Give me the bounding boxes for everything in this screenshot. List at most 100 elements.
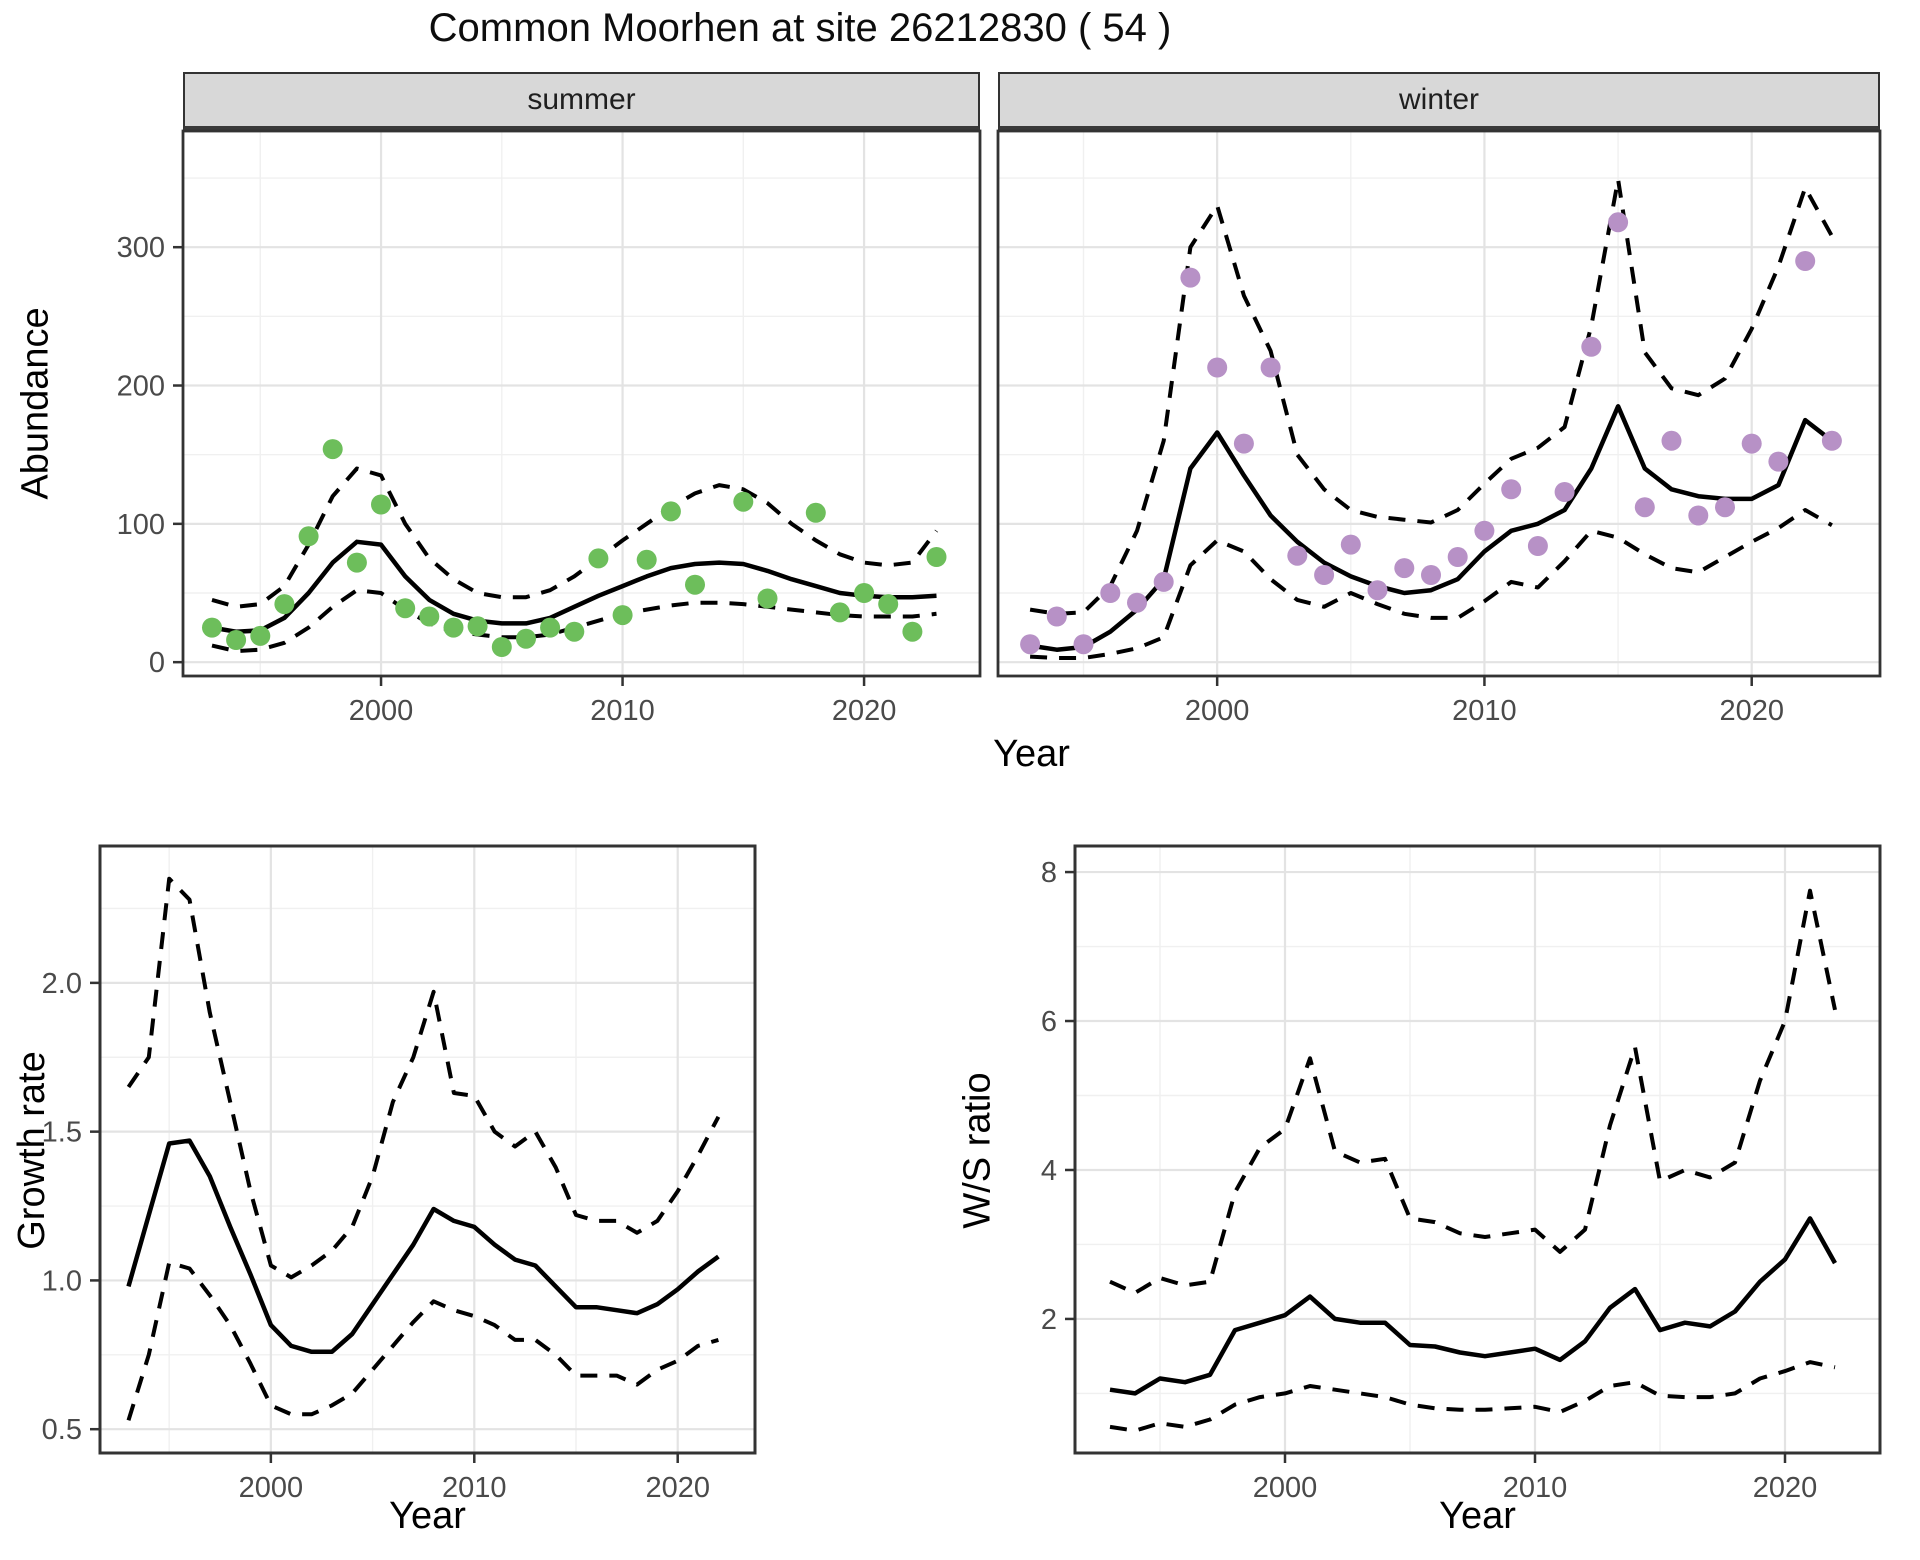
data-point [1527, 536, 1548, 556]
lower-ci-line [1109, 1360, 1836, 1433]
data-point [1153, 571, 1174, 592]
data-point [1287, 545, 1308, 566]
x-tick-label: 2020 [832, 695, 897, 727]
data-point [1474, 520, 1495, 541]
x-axis-title-year-top: Year [993, 733, 1070, 775]
upper-ci-line [1109, 888, 1837, 1295]
data-point [878, 594, 899, 615]
data-point [1608, 212, 1629, 233]
data-point [467, 616, 488, 637]
series-lines [1109, 888, 1837, 1433]
y-tick-label: 2.0 [42, 968, 82, 1000]
panel-growth-rate: 2000 2010 2020 0.5 1.0 1.5 2.0 [42, 844, 757, 1504]
axis-tick-labels: 2000 2010 2020 [1185, 695, 1784, 727]
gridlines-major [100, 846, 755, 1453]
axis-tick-labels: 2000 2010 2020 2 4 6 8 [1041, 857, 1817, 1504]
axis-tick-labels: 2000 2010 2020 0.5 1.0 1.5 2.0 [42, 968, 710, 1504]
data-point [829, 602, 850, 623]
y-tick-label: 0.5 [42, 1414, 82, 1446]
data-point [612, 605, 633, 626]
data-point [491, 637, 512, 657]
data-point [733, 491, 754, 512]
data-point [1073, 634, 1094, 655]
data-points [1020, 212, 1842, 655]
data-point [395, 598, 416, 619]
data-point [1421, 565, 1441, 585]
x-tick-label: 2000 [1185, 695, 1250, 727]
data-point [298, 526, 319, 547]
x-tick-label: 2020 [1753, 1472, 1818, 1504]
data-point [1340, 534, 1361, 555]
data-point [1768, 451, 1789, 472]
data-points [202, 439, 947, 657]
data-point [636, 549, 657, 570]
data-point [757, 588, 778, 609]
data-point [1501, 479, 1522, 500]
y-tick-label: 4 [1041, 1155, 1057, 1187]
y-tick-label: 2 [1041, 1304, 1057, 1336]
data-point [443, 617, 464, 638]
facet-strip-winter: winter [998, 72, 1880, 131]
fit-line [211, 539, 937, 634]
plot-title: Common Moorhen at site 26212830 ( 54 ) [428, 6, 1172, 50]
series-lines [126, 876, 721, 1421]
data-point [902, 621, 923, 642]
fit-line [126, 1138, 720, 1355]
data-point [588, 548, 609, 569]
gridlines-minor [1075, 846, 1880, 1453]
data-point [1394, 558, 1415, 579]
axis-ticks [90, 981, 679, 1463]
data-point [1581, 336, 1602, 357]
panel-background [100, 846, 755, 1453]
upper-ci-line [126, 876, 721, 1280]
facet-strip-summer-label: summer [527, 83, 636, 116]
x-tick-label: 2010 [590, 695, 655, 727]
data-point [346, 552, 367, 573]
x-tick-label: 2020 [645, 1472, 710, 1504]
gridlines-minor [183, 131, 980, 676]
data-point [226, 630, 247, 650]
gridlines-major [1075, 846, 1880, 1453]
data-point [1634, 497, 1655, 518]
lower-ci-line [1029, 508, 1833, 660]
x-tick-label: 2010 [442, 1472, 507, 1504]
data-point [1821, 430, 1842, 451]
y-tick-label: 300 [117, 232, 165, 264]
data-point [1741, 433, 1762, 454]
data-point [805, 502, 826, 523]
panel-border [996, 129, 1882, 678]
lower-ci-line [126, 1260, 719, 1421]
data-point [1554, 482, 1575, 502]
facet-strip-summer: summer [183, 72, 980, 131]
data-point [1127, 592, 1147, 613]
data-point [1046, 606, 1067, 627]
data-point [854, 583, 875, 603]
data-point [1715, 497, 1735, 518]
data-point [1795, 251, 1816, 271]
x-axis-title-year-ws: Year [1439, 1495, 1516, 1537]
data-point [1661, 430, 1682, 451]
data-point [564, 621, 585, 642]
data-point [274, 594, 295, 615]
axis-tick-labels: 2000 2010 2020 0 100 200 300 [117, 232, 897, 727]
y-tick-label: 1.0 [42, 1265, 82, 1297]
data-point [1260, 357, 1281, 378]
x-axis-title-year-growth: Year [389, 1495, 466, 1537]
panel-background [998, 131, 1880, 676]
panel-abundance-winter: 2000 2010 2020 [996, 129, 1882, 727]
y-tick-label: 6 [1041, 1006, 1057, 1038]
panel-abundance-summer: 2000 2010 2020 0 100 200 300 [117, 129, 982, 727]
x-tick-label: 2010 [1452, 695, 1517, 727]
x-tick-label: 2000 [349, 695, 414, 727]
panel-border [181, 129, 982, 678]
data-point [1100, 583, 1121, 603]
axis-ticks [1215, 676, 1753, 686]
fit-line [1109, 1216, 1837, 1396]
y-axis-title-abundance: Abundance [14, 307, 57, 500]
y-tick-label: 200 [117, 371, 165, 403]
gridlines-minor [998, 131, 1880, 676]
data-point [1447, 547, 1468, 567]
panel-ws-ratio: 2000 2010 2020 2 4 6 8 [1041, 844, 1882, 1504]
data-point [1180, 267, 1201, 288]
